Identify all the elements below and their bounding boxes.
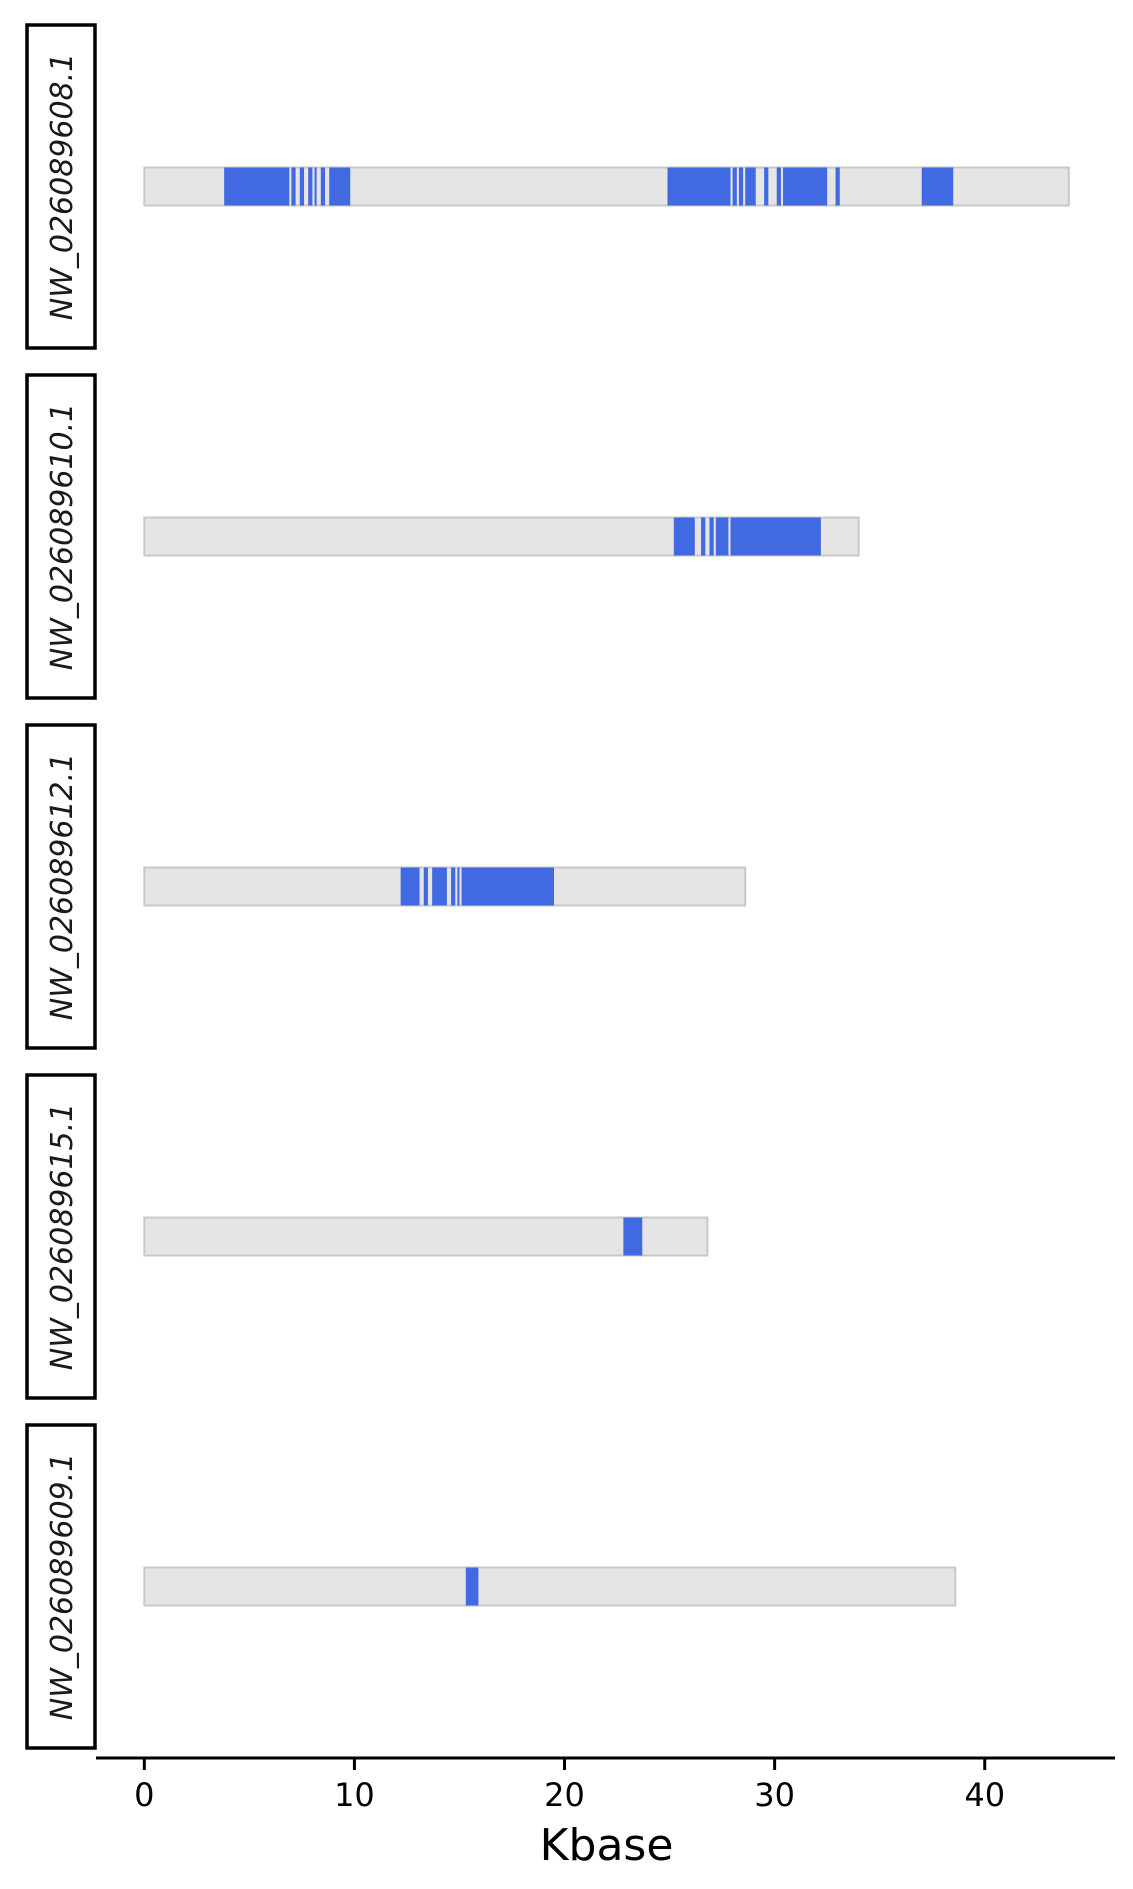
facet-panels: NW_026089608.1 NW_026089610.1 NW_026089612… xyxy=(25,23,1070,1750)
facet-panel: NW_026089608.1 xyxy=(25,23,1070,350)
feature-segment xyxy=(776,167,781,206)
feature-segment xyxy=(461,867,555,906)
x-ticks: 0 10 20 30 40 xyxy=(134,1758,1005,1814)
facet-strip-label: NW_026089610.1 xyxy=(45,403,80,671)
facet-panel: NW_026089612.1 xyxy=(25,723,747,1050)
feature-segment xyxy=(732,167,737,206)
x-tick-label: 30 xyxy=(754,1776,795,1814)
x-tick-label: 0 xyxy=(134,1776,154,1814)
feature-segment xyxy=(921,167,954,206)
feature-segment xyxy=(738,167,744,206)
facet-panel: NW_026089615.1 xyxy=(25,1073,709,1400)
feature-segment xyxy=(329,167,351,206)
feature-segment xyxy=(400,867,420,906)
facet-strip-box xyxy=(25,723,97,1050)
x-tick-label: 10 xyxy=(334,1776,375,1814)
x-tick-label: 20 xyxy=(544,1776,585,1814)
sequence-track xyxy=(143,1216,709,1257)
feature-segment xyxy=(745,167,756,206)
facet-strip-label: NW_026089615.1 xyxy=(45,1103,80,1371)
x-axis: 0 10 20 30 40 Kbase xyxy=(96,1756,1115,1871)
facet-strip-label: NW_026089608.1 xyxy=(45,53,80,321)
facet-strip-label: NW_026089609.1 xyxy=(45,1453,80,1721)
feature-segment xyxy=(709,517,714,556)
feature-segment xyxy=(667,167,731,206)
sequence-track xyxy=(143,166,1070,207)
feature-segment xyxy=(308,167,313,206)
feature-segment xyxy=(673,517,695,556)
feature-segment xyxy=(291,167,296,206)
feature-segment xyxy=(701,517,706,556)
x-axis-title: Kbase xyxy=(540,1820,674,1871)
facet-strip-box xyxy=(25,1423,97,1750)
feature-segment xyxy=(764,167,769,206)
feature-segment xyxy=(623,1217,643,1256)
feature-segment xyxy=(465,1567,479,1606)
sequence-track xyxy=(143,1566,957,1607)
feature-segment xyxy=(224,167,290,206)
feature-segment xyxy=(783,167,828,206)
feature-segment xyxy=(423,867,428,906)
feature-segment xyxy=(299,167,305,206)
x-tick-label: 40 xyxy=(964,1776,1005,1814)
feature-segment xyxy=(835,167,840,206)
feature-segment xyxy=(314,167,317,206)
feature-segment xyxy=(320,167,326,206)
facet-panel: NW_026089610.1 xyxy=(25,373,860,700)
feature-segment xyxy=(715,517,729,556)
feature-segment xyxy=(457,867,460,906)
facet-strip-box xyxy=(25,23,97,350)
feature-segment xyxy=(451,867,456,906)
facet-strip-label: NW_026089612.1 xyxy=(45,753,80,1021)
feature-segment xyxy=(432,867,447,906)
facet-panel: NW_026089609.1 xyxy=(25,1423,957,1750)
facet-strip-box xyxy=(25,1073,97,1400)
facet-strip-box xyxy=(25,373,97,700)
feature-segment xyxy=(730,517,821,556)
